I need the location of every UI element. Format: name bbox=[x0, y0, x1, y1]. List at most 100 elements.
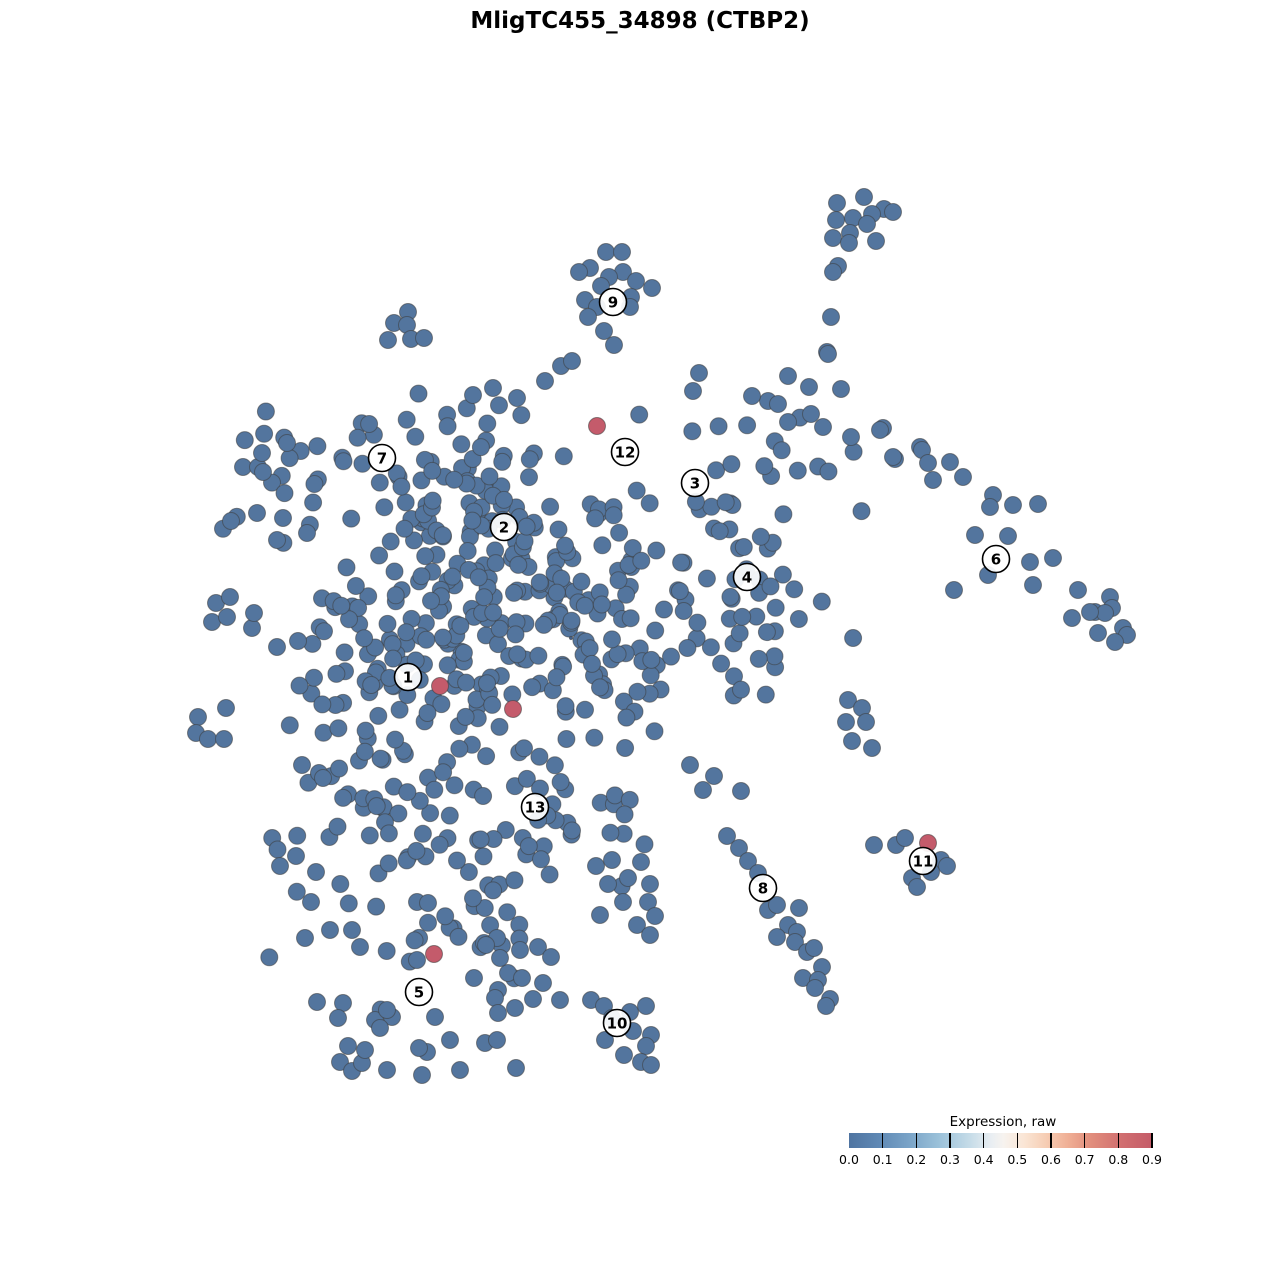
cell-point-low-expression bbox=[672, 553, 691, 572]
cell-point-low-expression bbox=[426, 1008, 444, 1026]
cell-point-low-expression bbox=[643, 279, 661, 297]
cell-point-low-expression bbox=[413, 1066, 431, 1084]
cell-point-low-expression bbox=[370, 546, 389, 565]
cell-point-low-expression bbox=[287, 882, 306, 901]
cell-point-low-expression bbox=[739, 852, 757, 870]
cell-point-low-expression bbox=[743, 387, 761, 405]
cell-point-low-expression bbox=[218, 608, 236, 626]
cell-point-low-expression bbox=[217, 699, 235, 717]
cell-point-low-expression bbox=[681, 756, 699, 774]
cell-point-low-expression bbox=[586, 509, 605, 528]
cell-point-low-expression bbox=[688, 613, 707, 632]
cell-point-low-expression bbox=[351, 938, 369, 956]
cell-point-low-expression bbox=[551, 773, 570, 791]
cell-point-low-expression bbox=[716, 493, 735, 512]
cell-point-low-expression bbox=[604, 506, 623, 525]
cell-point-low-expression bbox=[477, 747, 496, 766]
cell-point-low-expression bbox=[271, 857, 289, 875]
cell-point-low-expression bbox=[508, 645, 527, 664]
cell-point-low-expression bbox=[465, 969, 483, 987]
cluster-label-number: 6 bbox=[991, 551, 1001, 569]
cell-point-low-expression bbox=[615, 1046, 633, 1064]
cell-point-low-expression bbox=[268, 840, 287, 859]
cell-point-low-expression bbox=[647, 541, 666, 560]
legend-gradient-bar bbox=[849, 1133, 1153, 1148]
cell-point-low-expression bbox=[738, 416, 757, 435]
cell-point-low-expression bbox=[855, 188, 873, 206]
cell-point-low-expression bbox=[458, 542, 477, 560]
cell-point-low-expression bbox=[819, 345, 837, 363]
cell-point-low-expression bbox=[367, 897, 386, 916]
cell-point-low-expression bbox=[896, 829, 914, 847]
cell-point-low-expression bbox=[342, 509, 361, 528]
cell-point-low-expression bbox=[436, 907, 455, 926]
cell-point-low-expression bbox=[331, 875, 350, 893]
cell-point-low-expression bbox=[483, 695, 502, 714]
cell-point-low-expression bbox=[617, 708, 636, 727]
cell-point-low-expression bbox=[390, 700, 409, 719]
cell-point-low-expression bbox=[339, 894, 358, 913]
cluster-label-circle bbox=[598, 287, 628, 317]
cell-point-low-expression bbox=[434, 763, 453, 782]
cell-point-low-expression bbox=[337, 558, 356, 577]
cell-point-low-expression bbox=[1044, 549, 1062, 567]
cell-point-low-expression bbox=[450, 739, 469, 758]
cell-point-low-expression bbox=[839, 691, 857, 709]
cell-point-low-expression bbox=[842, 428, 860, 446]
cell-point-low-expression bbox=[732, 680, 750, 699]
cell-point-low-expression bbox=[449, 927, 468, 946]
cluster-label-10: 10 bbox=[602, 1008, 632, 1038]
cell-point-low-expression bbox=[684, 382, 702, 400]
cell-point-low-expression bbox=[751, 527, 770, 546]
cell-point-low-expression bbox=[769, 395, 787, 413]
cell-point-low-expression bbox=[484, 379, 502, 397]
cell-point-low-expression bbox=[999, 527, 1017, 545]
cell-point-low-expression bbox=[556, 697, 575, 716]
cell-point-low-expression bbox=[603, 851, 621, 869]
cell-point-low-expression bbox=[802, 405, 820, 423]
cell-point-low-expression bbox=[395, 519, 414, 538]
cell-point-low-expression bbox=[938, 857, 956, 875]
cell-point-low-expression bbox=[805, 939, 823, 957]
cluster-label-8: 8 bbox=[748, 873, 778, 903]
cell-point-low-expression bbox=[779, 413, 797, 431]
cell-point-low-expression bbox=[407, 841, 426, 860]
cell-point-low-expression bbox=[408, 951, 426, 969]
cell-point-low-expression bbox=[379, 854, 398, 873]
legend-tick-label: 0.2 bbox=[906, 1152, 927, 1167]
cell-point-low-expression bbox=[718, 827, 736, 845]
cell-point-low-expression bbox=[610, 523, 629, 542]
cell-point-low-expression bbox=[817, 997, 835, 1015]
cell-point-low-expression bbox=[524, 990, 542, 1008]
legend-divider bbox=[949, 1133, 951, 1148]
cluster-label-number: 10 bbox=[607, 1015, 628, 1033]
cell-point-low-expression bbox=[530, 747, 549, 766]
cell-point-low-expression bbox=[386, 730, 405, 749]
cell-point-low-expression bbox=[248, 504, 266, 522]
cell-point-low-expression bbox=[298, 524, 316, 542]
cell-point-low-expression bbox=[367, 797, 386, 816]
cluster-label-4: 4 bbox=[732, 562, 762, 592]
cell-point-low-expression bbox=[360, 826, 379, 845]
cell-point-low-expression bbox=[417, 630, 436, 649]
cell-point-low-expression bbox=[496, 821, 515, 839]
cell-point-low-expression bbox=[772, 441, 791, 460]
cell-point-low-expression bbox=[843, 732, 861, 750]
cell-point-low-expression bbox=[542, 948, 560, 966]
cell-point-low-expression bbox=[488, 1031, 506, 1049]
cell-point-low-expression bbox=[511, 941, 529, 959]
cell-point-low-expression bbox=[222, 512, 240, 530]
cell-point-low-expression bbox=[822, 308, 840, 326]
cell-point-low-expression bbox=[630, 405, 649, 424]
cell-point-low-expression bbox=[512, 406, 531, 425]
cell-point-low-expression bbox=[788, 461, 807, 480]
cell-point-low-expression bbox=[256, 402, 275, 421]
expression-legend: Expression, raw 0.0 0.1 0.2 0.3 0.4 0.5 0.6 0.7… bbox=[839, 1114, 1162, 1174]
tiny-point bbox=[568, 635, 574, 641]
cell-point-low-expression bbox=[386, 586, 405, 605]
cell-point-low-expression bbox=[712, 654, 731, 673]
cell-point-low-expression bbox=[397, 623, 416, 642]
cell-point-low-expression bbox=[609, 571, 628, 590]
cell-point-low-expression bbox=[575, 596, 594, 615]
page-title: MligTC455_34898 (CTBP2) bbox=[470, 8, 810, 34]
